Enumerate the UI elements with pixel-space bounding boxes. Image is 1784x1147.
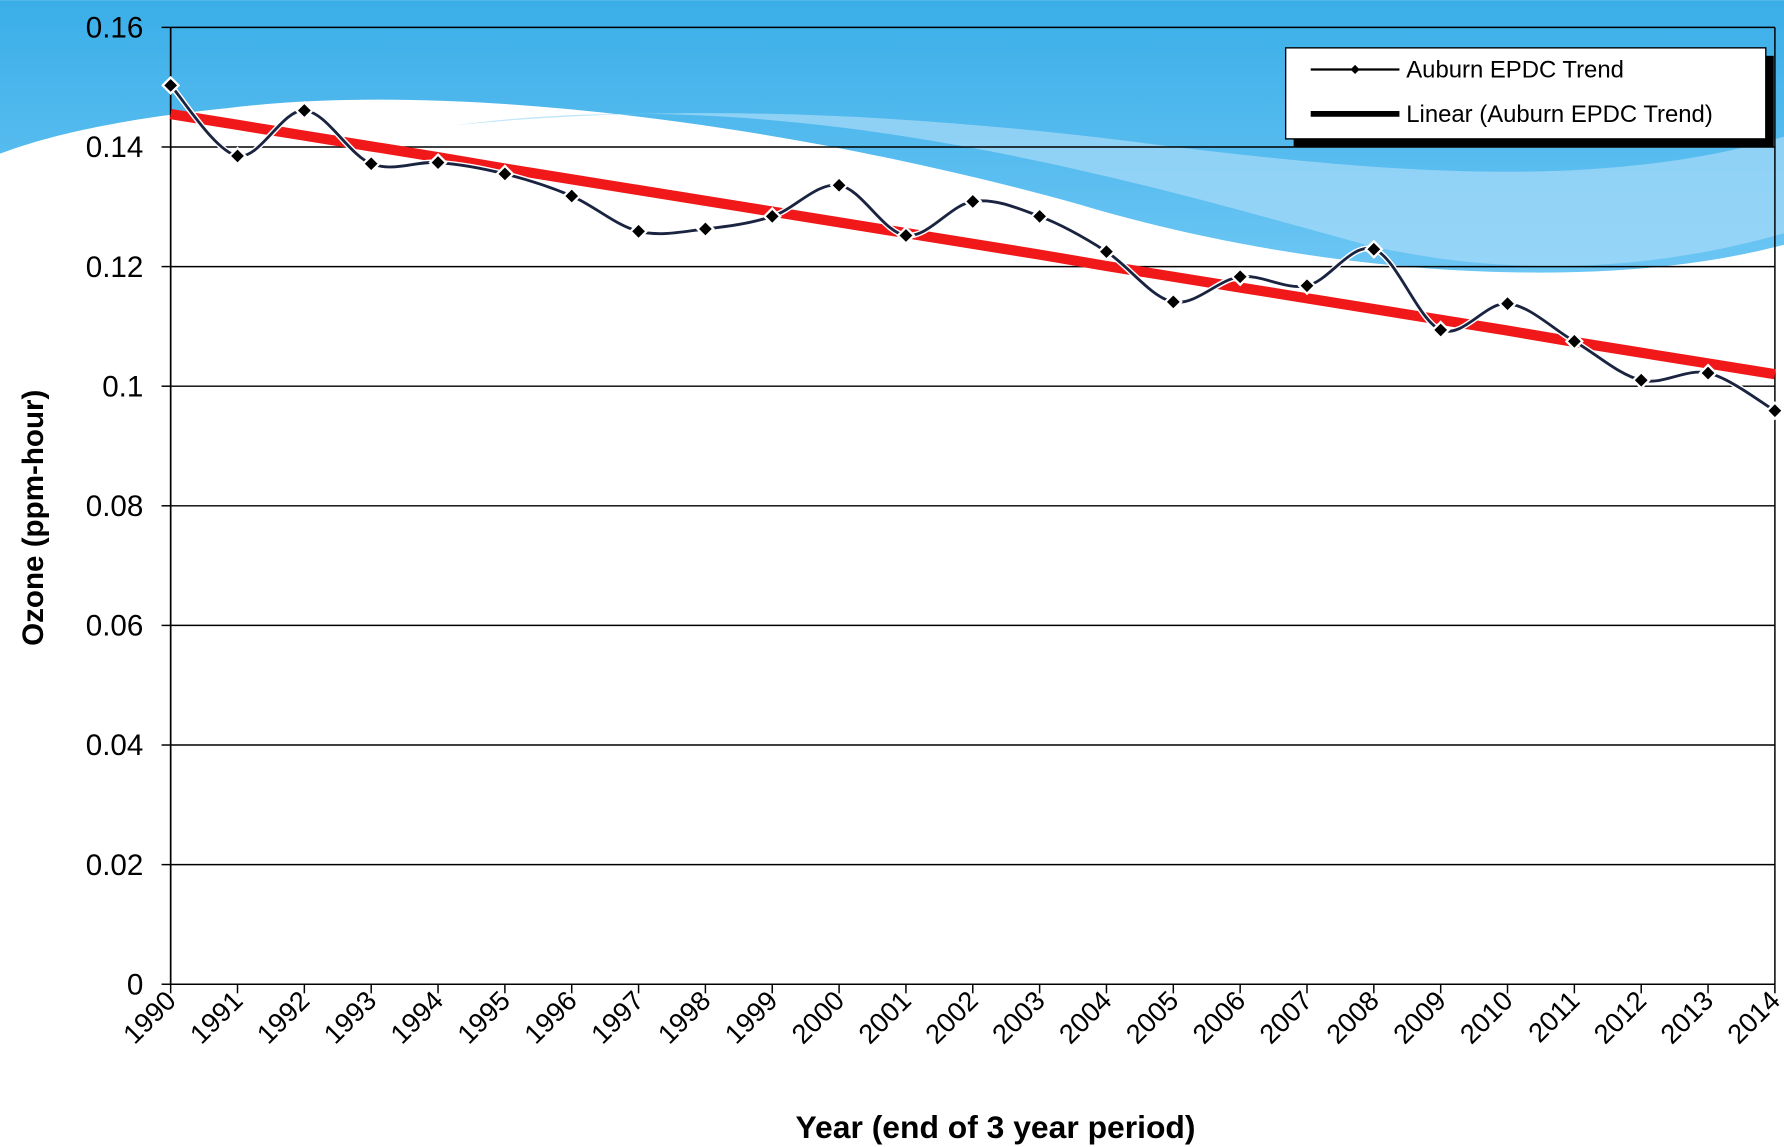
legend-label: Auburn EPDC Trend: [1406, 56, 1624, 83]
data-point: [1297, 276, 1317, 296]
data-point: [896, 225, 916, 246]
data-point: [1163, 292, 1183, 312]
x-tick-label: 1995: [451, 985, 516, 1050]
x-tick-label: 2004: [1053, 985, 1118, 1050]
y-tick-label: 0.12: [86, 251, 144, 284]
data-point: [294, 100, 314, 121]
plot: [161, 75, 1784, 421]
y-tick-label: 0.16: [86, 12, 144, 45]
x-tick-label: 2008: [1320, 985, 1385, 1050]
x-tick-label: 1999: [718, 985, 783, 1050]
x-tick-label: 2012: [1587, 985, 1652, 1050]
x-tick-label: 2007: [1253, 985, 1318, 1050]
data-point: [428, 152, 448, 173]
y-tick-label: 0.08: [86, 490, 144, 523]
x-tick-label: 2002: [919, 985, 984, 1050]
y-tick-label: 0.02: [86, 849, 144, 882]
data-point: [1765, 401, 1784, 421]
legend: Auburn EPDC Trend Linear (Auburn EPDC Tr…: [1284, 47, 1774, 147]
x-tick-label: 1991: [184, 985, 249, 1050]
data-point: [161, 75, 181, 95]
data-point: [1096, 242, 1117, 262]
data-point: [1431, 320, 1451, 340]
x-tick-label: 1997: [585, 985, 650, 1050]
legend-marker: [1350, 64, 1360, 75]
x-tick-label: 1996: [518, 985, 583, 1050]
y-tick-label: 0: [127, 968, 143, 1001]
x-tick-label: 1992: [251, 985, 316, 1050]
x-tick-label: 1993: [317, 985, 382, 1050]
x-tick-label: 2009: [1387, 985, 1452, 1050]
data-point: [1497, 294, 1518, 314]
data-point: [1364, 239, 1384, 259]
data-point: [495, 164, 515, 184]
data-point: [361, 154, 381, 174]
data-point: [628, 221, 649, 241]
data-point: [1230, 267, 1250, 287]
data-point: [1698, 363, 1718, 383]
data-point: [562, 186, 582, 206]
data-point: [1564, 331, 1584, 351]
data-point: [963, 191, 983, 211]
x-tick-label: 2005: [1120, 985, 1185, 1050]
data-point: [829, 175, 849, 195]
y-tick-label: 0.06: [86, 610, 144, 643]
x-tick-label: 2003: [986, 985, 1051, 1050]
data-point: [762, 206, 782, 226]
x-tick-label: 2010: [1454, 985, 1519, 1050]
x-tick-label: 2006: [1186, 985, 1251, 1050]
y-tick-label: 0.1: [102, 370, 143, 403]
x-axis-title: Year (end of 3 year period): [796, 1109, 1196, 1145]
data-point: [1631, 370, 1651, 390]
y-tick-label: 0.04: [86, 729, 144, 762]
x-tick-label: 2001: [852, 985, 917, 1050]
x-tick-label: 2014: [1721, 985, 1784, 1050]
data-point: [695, 219, 715, 239]
x-tick-label: 2000: [785, 985, 850, 1050]
y-tick-label: 0.14: [86, 131, 144, 164]
x-tick-label: 1998: [652, 985, 717, 1050]
y-axis-title: Ozone (ppm-hour): [17, 390, 50, 646]
legend-box: [1284, 47, 1767, 140]
data-point: [1030, 206, 1050, 226]
x-tick-label: 2013: [1654, 985, 1719, 1050]
data-point: [227, 146, 248, 166]
legend-label: Linear (Auburn EPDC Trend): [1406, 101, 1713, 128]
x-tick-label: 1994: [384, 985, 449, 1050]
x-tick-label: 2011: [1522, 985, 1585, 1048]
